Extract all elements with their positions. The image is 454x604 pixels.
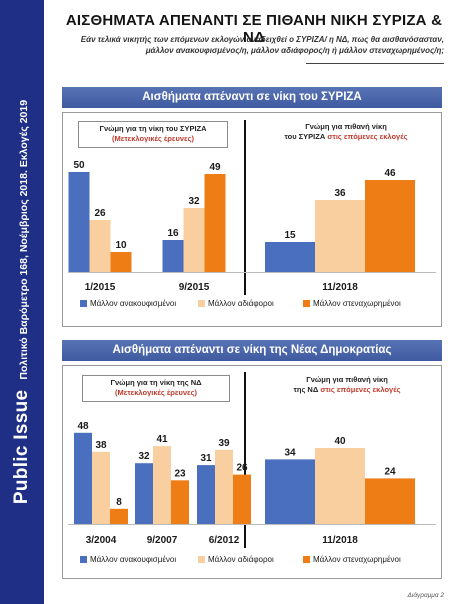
syriza-bar-2-0 [265,242,315,272]
syriza-category-label-2: 11/2018 [322,282,358,293]
nd-data-label-1-1: 41 [156,434,168,445]
nd-category-label-0: 3/2004 [86,535,117,546]
syriza-bar-1-0 [162,240,184,272]
syriza-data-label-1-1: 32 [188,196,200,207]
syriza-data-label-1-0: 16 [167,228,179,239]
nd-bar-3-0 [265,459,315,524]
nd-bar-2-1 [215,449,233,524]
syriza-right-note-sub: στις επόμενες εκλογές [327,132,408,141]
syriza-legend-swatch-0 [80,300,87,307]
syriza-right-note-party: του ΣΥΡΙΖΑ [284,132,328,141]
nd-data-label-0-2: 8 [116,497,122,508]
syriza-bar-0-2 [110,252,132,272]
nd-left-note-title: Γνώμη για τη νίκη της ΝΔ [110,378,202,387]
syriza-bar-1-1 [183,208,205,272]
nd-bar-2-0 [197,465,215,524]
syriza-data-label-0-0: 50 [73,160,85,171]
nd-data-label-0-0: 48 [77,421,89,432]
nd-category-label-1: 9/2007 [147,535,178,546]
syriza-bar-2-2 [365,180,415,272]
nd-bar-0-1 [92,451,110,524]
nd-data-label-1-2: 23 [174,468,186,479]
syriza-legend-swatch-1 [198,300,205,307]
nd-category-label-3: 11/2018 [322,535,358,546]
nd-legend-swatch-2 [303,556,310,563]
nd-right-note-title: Γνώμη για πιθανή νίκη [306,375,388,384]
nd-right-note-line2: της ΝΔ στις επόμενες εκλογές [272,385,422,395]
nd-bar-1-1 [153,446,171,524]
syriza-category-label-0: 1/2015 [85,282,116,293]
syriza-left-note-title: Γνώμη για τη νίκη του ΣΥΡΙΖΑ [99,124,207,133]
nd-data-label-3-2: 24 [384,466,396,477]
syriza-data-label-2-0: 15 [284,230,296,241]
nd-legend-label-0: Μάλλον ανακουφισμένοι [90,555,176,564]
syriza-right-note-title: Γνώμη για πιθανή νίκη [305,122,387,131]
nd-category-label-2: 6/2012 [209,535,240,546]
syriza-divider [244,120,246,295]
syriza-legend-label-0: Μάλλον ανακουφισμένοι [90,299,176,308]
nd-left-note-sub: (Μετεκλογικές έρευνες) [115,388,197,397]
nd-legend-swatch-0 [80,556,87,563]
syriza-legend-swatch-2 [303,300,310,307]
syriza-bar-0-1 [89,220,111,272]
syriza-data-label-0-2: 10 [115,240,127,251]
nd-legend-swatch-1 [198,556,205,563]
nd-data-label-3-0: 34 [284,447,296,458]
sidebar: Public Issue Πολιτικό Βαρόμετρο 168, Νοέ… [0,0,44,604]
nd-data-label-0-1: 38 [95,440,107,451]
nd-right-note-sub: στις επόμενες εκλογές [320,385,401,394]
syriza-data-label-1-2: 49 [209,162,221,173]
nd-bar-3-1 [315,448,365,524]
nd-right-note: Γνώμη για πιθανή νίκη της ΝΔ στις επόμεν… [272,375,422,395]
nd-legend-label-1: Μάλλον αδιάφοροι [208,555,274,564]
syriza-section-header: Αισθήματα απέναντι σε νίκη του ΣΥΡΙΖΑ [62,87,442,108]
nd-bar-1-0 [135,463,153,524]
subtitle-line-1: Εάν τελικά νικητής των επόμενων εκλογών … [80,35,444,44]
nd-divider [244,372,246,548]
nd-data-label-3-1: 40 [334,436,346,447]
subtitle-line-2: μάλλον ανακουφισμένος/η, μάλλον αδιάφορο… [145,46,444,55]
nd-left-note: Γνώμη για τη νίκη της ΝΔ (Μετεκλογικές έ… [82,375,230,402]
subtitle-rule [306,63,444,64]
nd-data-label-2-1: 39 [218,438,230,449]
nd-bar-3-2 [365,478,415,524]
syriza-data-label-2-1: 36 [334,188,346,199]
nd-right-note-party: της ΝΔ [293,385,321,394]
syriza-data-label-0-1: 26 [94,208,106,219]
nd-bar-0-2 [110,508,128,524]
page-subtitle: Εάν τελικά νικητής των επόμενων εκλογών … [64,34,444,56]
syriza-bar-1-2 [204,174,226,272]
syriza-bar-0-0 [68,172,90,272]
nd-section-header: Αισθήματα απέναντι σε νίκη της Νέας Δημο… [62,340,442,361]
page-title: ΑΙΣΘΗΜΑΤΑ ΑΠΕΝΑΝΤΙ ΣΕ ΠΙΘΑΝΗ ΝΙΚΗ ΣΥΡΙΖΑ… [65,12,443,46]
syriza-category-label-1: 9/2015 [179,282,210,293]
nd-bar-1-2 [171,480,189,524]
nd-data-label-2-0: 31 [200,453,212,464]
syriza-bar-2-1 [315,200,365,272]
syriza-data-label-2-2: 46 [384,168,396,179]
nd-legend-label-2: Μάλλον στεναχωρημένοι [313,555,401,564]
syriza-left-note-sub: (Μετεκλογικές έρευνες) [112,134,194,143]
syriza-legend-label-1: Μάλλον αδιάφοροι [208,299,274,308]
nd-data-label-2-2: 26 [236,463,248,474]
syriza-left-note: Γνώμη για τη νίκη του ΣΥΡΙΖΑ (Μετεκλογικ… [78,121,228,148]
syriza-right-note-line2: του ΣΥΡΙΖΑ στις επόμενες εκλογές [276,132,416,142]
diagram-number: Διάγραμμα 2 [407,592,444,599]
nd-bar-2-2 [233,474,251,524]
syriza-legend-label-2: Μάλλον στεναχωρημένοι [313,299,401,308]
nd-bar-0-0 [74,432,92,524]
syriza-right-note: Γνώμη για πιθανή νίκη του ΣΥΡΙΖΑ στις επ… [276,122,416,142]
nd-data-label-1-0: 32 [138,451,150,462]
